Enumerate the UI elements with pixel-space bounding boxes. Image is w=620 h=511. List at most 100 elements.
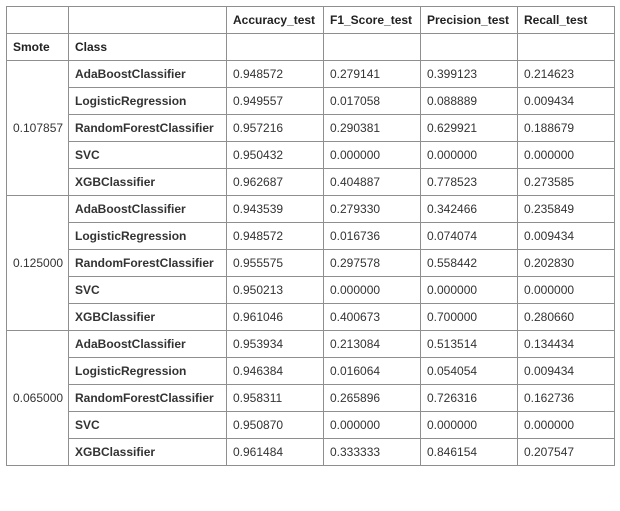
header-blank — [324, 34, 421, 61]
metric-value: 0.009434 — [518, 88, 615, 115]
metric-value: 0.948572 — [227, 223, 324, 250]
class-name: LogisticRegression — [69, 358, 227, 385]
metric-value: 0.342466 — [421, 196, 518, 223]
class-name: SVC — [69, 277, 227, 304]
class-name: AdaBoostClassifier — [69, 331, 227, 358]
metric-value: 0.017058 — [324, 88, 421, 115]
table-row: RandomForestClassifier0.9583110.2658960.… — [7, 385, 615, 412]
metric-value: 0.961046 — [227, 304, 324, 331]
class-name: RandomForestClassifier — [69, 250, 227, 277]
table-row: SVC0.9504320.0000000.0000000.000000 — [7, 142, 615, 169]
metric-value: 0.000000 — [421, 412, 518, 439]
metric-value: 0.162736 — [518, 385, 615, 412]
header-blank — [518, 34, 615, 61]
metric-value: 0.213084 — [324, 331, 421, 358]
metric-value: 0.948572 — [227, 61, 324, 88]
metric-value: 0.235849 — [518, 196, 615, 223]
class-name: RandomForestClassifier — [69, 115, 227, 142]
metric-value: 0.265896 — [324, 385, 421, 412]
header-metric: Recall_test — [518, 7, 615, 34]
class-name: SVC — [69, 412, 227, 439]
class-name: XGBClassifier — [69, 439, 227, 466]
metric-value: 0.279330 — [324, 196, 421, 223]
metric-value: 0.946384 — [227, 358, 324, 385]
metric-value: 0.000000 — [421, 142, 518, 169]
metric-value: 0.214623 — [518, 61, 615, 88]
metric-value: 0.957216 — [227, 115, 324, 142]
header-smote: Smote — [7, 34, 69, 61]
metric-value: 0.949557 — [227, 88, 324, 115]
metric-value: 0.333333 — [324, 439, 421, 466]
metric-value: 0.726316 — [421, 385, 518, 412]
header-metric: Precision_test — [421, 7, 518, 34]
metric-value: 0.054054 — [421, 358, 518, 385]
metric-value: 0.290381 — [324, 115, 421, 142]
header-row-metrics: Accuracy_test F1_Score_test Precision_te… — [7, 7, 615, 34]
metric-value: 0.629921 — [421, 115, 518, 142]
class-name: AdaBoostClassifier — [69, 61, 227, 88]
metric-value: 0.000000 — [518, 277, 615, 304]
header-class: Class — [69, 34, 227, 61]
table-row: SVC0.9508700.0000000.0000000.000000 — [7, 412, 615, 439]
smote-value: 0.107857 — [7, 61, 69, 196]
metric-value: 0.280660 — [518, 304, 615, 331]
table-row: RandomForestClassifier0.9572160.2903810.… — [7, 115, 615, 142]
metric-value: 0.953934 — [227, 331, 324, 358]
metric-value: 0.074074 — [421, 223, 518, 250]
header-blank-class — [69, 7, 227, 34]
metric-value: 0.943539 — [227, 196, 324, 223]
metric-value: 0.700000 — [421, 304, 518, 331]
metric-value: 0.000000 — [421, 277, 518, 304]
metric-value: 0.000000 — [324, 412, 421, 439]
header-metric: F1_Score_test — [324, 7, 421, 34]
metric-value: 0.513514 — [421, 331, 518, 358]
metric-value: 0.188679 — [518, 115, 615, 142]
metric-value: 0.273585 — [518, 169, 615, 196]
class-name: SVC — [69, 142, 227, 169]
table-row: LogisticRegression0.9495570.0170580.0888… — [7, 88, 615, 115]
metric-value: 0.950432 — [227, 142, 324, 169]
metric-value: 0.962687 — [227, 169, 324, 196]
metric-value: 0.950213 — [227, 277, 324, 304]
smote-value: 0.065000 — [7, 331, 69, 466]
table-row: XGBClassifier0.9610460.4006730.7000000.2… — [7, 304, 615, 331]
header-blank — [421, 34, 518, 61]
metric-value: 0.399123 — [421, 61, 518, 88]
metric-value: 0.778523 — [421, 169, 518, 196]
header-row-index: Smote Class — [7, 34, 615, 61]
class-name: XGBClassifier — [69, 169, 227, 196]
table-row: 0.125000AdaBoostClassifier0.9435390.2793… — [7, 196, 615, 223]
table-body: 0.107857AdaBoostClassifier0.9485720.2791… — [7, 61, 615, 466]
header-metric: Accuracy_test — [227, 7, 324, 34]
metric-value: 0.088889 — [421, 88, 518, 115]
header-blank — [227, 34, 324, 61]
metric-value: 0.000000 — [518, 412, 615, 439]
metric-value: 0.297578 — [324, 250, 421, 277]
class-name: LogisticRegression — [69, 223, 227, 250]
metric-value: 0.000000 — [324, 277, 421, 304]
table-row: XGBClassifier0.9614840.3333330.8461540.2… — [7, 439, 615, 466]
metric-value: 0.558442 — [421, 250, 518, 277]
metric-value: 0.009434 — [518, 358, 615, 385]
header-blank-smote — [7, 7, 69, 34]
metric-value: 0.009434 — [518, 223, 615, 250]
metric-value: 0.958311 — [227, 385, 324, 412]
metric-value: 0.846154 — [421, 439, 518, 466]
table-row: XGBClassifier0.9626870.4048870.7785230.2… — [7, 169, 615, 196]
results-table: Accuracy_test F1_Score_test Precision_te… — [6, 6, 615, 466]
table-row: LogisticRegression0.9463840.0160640.0540… — [7, 358, 615, 385]
smote-value: 0.125000 — [7, 196, 69, 331]
class-name: RandomForestClassifier — [69, 385, 227, 412]
metric-value: 0.961484 — [227, 439, 324, 466]
class-name: AdaBoostClassifier — [69, 196, 227, 223]
table-row: 0.107857AdaBoostClassifier0.9485720.2791… — [7, 61, 615, 88]
metric-value: 0.016064 — [324, 358, 421, 385]
table-row: 0.065000AdaBoostClassifier0.9539340.2130… — [7, 331, 615, 358]
metric-value: 0.950870 — [227, 412, 324, 439]
metric-value: 0.000000 — [324, 142, 421, 169]
metric-value: 0.404887 — [324, 169, 421, 196]
metric-value: 0.202830 — [518, 250, 615, 277]
class-name: LogisticRegression — [69, 88, 227, 115]
metric-value: 0.279141 — [324, 61, 421, 88]
class-name: XGBClassifier — [69, 304, 227, 331]
